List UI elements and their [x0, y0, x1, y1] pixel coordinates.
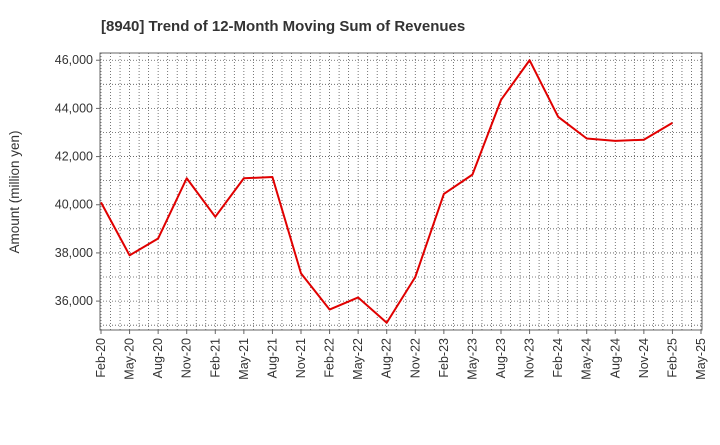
y-tick-label: 46,000	[55, 53, 93, 67]
x-tick-label: Feb-20	[94, 338, 108, 378]
x-tick-label: May-24	[580, 338, 594, 380]
x-tick-label: Aug-23	[494, 338, 508, 378]
x-tick-label: Nov-20	[180, 338, 194, 378]
x-tick-label: May-25	[694, 338, 708, 380]
x-tick-label: Nov-22	[408, 338, 422, 378]
x-tick-label: Nov-23	[523, 338, 537, 378]
y-tick-label: 38,000	[55, 246, 93, 260]
y-axis-label: Amount (million yen)	[7, 130, 22, 253]
y-tick-label: 44,000	[55, 101, 93, 115]
series-line	[100, 59, 673, 324]
series-layer	[100, 59, 673, 324]
x-tick-label: Aug-24	[608, 338, 622, 378]
x-tick-label: Nov-21	[294, 338, 308, 378]
x-tick-label: Feb-25	[665, 338, 679, 378]
x-tick-label: Aug-22	[380, 338, 394, 378]
x-tick-label: May-22	[351, 338, 365, 380]
y-tick-label: 36,000	[55, 294, 93, 308]
x-tick-label: Nov-24	[637, 338, 651, 378]
x-tick-label: Feb-21	[208, 338, 222, 378]
grid-lines	[100, 53, 702, 330]
x-tick-label: May-20	[123, 338, 137, 380]
x-tick-label: Feb-24	[551, 338, 565, 378]
y-tick-label: 40,000	[55, 198, 93, 212]
y-axis-ticks: 36,000 38,000 40,000 42,000 44,000 46,000	[55, 53, 100, 308]
y-tick-label: 42,000	[55, 150, 93, 164]
plot-area	[99, 52, 703, 331]
x-axis-ticks: Feb-20 May-20 Aug-20 Nov-20 Feb-21 May-21 Aug-…	[94, 330, 708, 380]
x-tick-label: May-21	[237, 338, 251, 380]
chart-title: [8940] Trend of 12-Month Moving Sum of R…	[101, 18, 465, 35]
x-tick-label: Aug-20	[151, 338, 165, 378]
x-tick-label: Feb-23	[437, 338, 451, 378]
x-tick-label: Feb-22	[323, 338, 337, 378]
x-tick-label: May-23	[465, 338, 479, 380]
x-tick-label: Aug-21	[265, 338, 279, 378]
